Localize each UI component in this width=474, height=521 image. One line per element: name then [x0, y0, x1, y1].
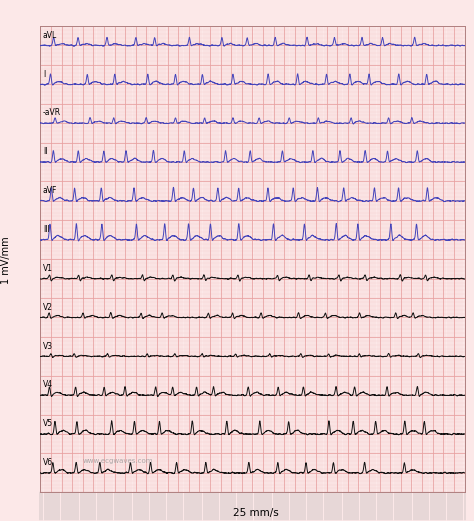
Text: 25 mm/s: 25 mm/s	[233, 508, 279, 518]
Text: V4: V4	[43, 380, 53, 389]
Text: V6: V6	[43, 458, 53, 467]
Text: 1 mV/mm: 1 mV/mm	[0, 237, 11, 284]
Text: www.ecgwaves.com: www.ecgwaves.com	[83, 458, 153, 464]
Text: V5: V5	[43, 419, 53, 428]
Text: -aVR: -aVR	[43, 108, 61, 117]
Text: V2: V2	[43, 303, 53, 312]
Text: I: I	[43, 70, 45, 79]
Text: aVL: aVL	[43, 31, 57, 40]
Text: V3: V3	[43, 342, 53, 351]
Text: aVF: aVF	[43, 186, 57, 195]
Text: III: III	[43, 225, 50, 234]
Text: V1: V1	[43, 264, 53, 273]
Text: II: II	[43, 147, 47, 156]
